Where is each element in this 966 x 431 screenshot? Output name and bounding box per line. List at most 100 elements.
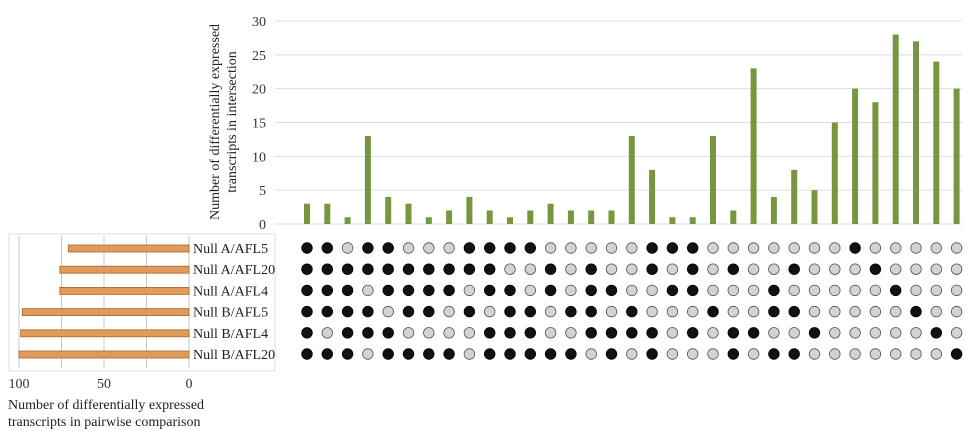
matrix-dot-inactive — [402, 327, 415, 339]
matrix-dot-inactive — [646, 305, 658, 318]
matrix-dot-active — [423, 348, 435, 360]
set-label: Null A/AFL5 — [193, 242, 268, 257]
matrix-dot-inactive — [646, 284, 658, 297]
matrix-dot-active — [646, 348, 658, 360]
matrix-dot-active — [362, 242, 374, 254]
matrix-dot-active — [463, 305, 476, 318]
matrix-dot-inactive — [747, 263, 760, 275]
matrix-dot-inactive — [605, 242, 618, 254]
intersection-bar — [527, 210, 534, 224]
intersection-bar — [791, 169, 798, 224]
matrix-dot-inactive — [362, 348, 374, 360]
intersection-bar — [466, 196, 473, 224]
matrix-dot-inactive — [849, 348, 861, 360]
matrix-dot-active — [321, 242, 334, 254]
matrix-dot-active — [423, 305, 435, 318]
matrix-dot-inactive — [687, 348, 699, 360]
matrix-dot-inactive — [788, 327, 800, 339]
matrix-dot-inactive — [950, 305, 963, 318]
matrix-dot-inactive — [463, 284, 476, 297]
matrix-dot-active — [585, 305, 597, 318]
set-size-bar — [67, 244, 190, 253]
matrix-dot-inactive — [666, 305, 679, 318]
matrix-dot-active — [321, 348, 334, 360]
matrix-dot-inactive — [747, 305, 760, 318]
matrix-dot-inactive — [321, 327, 334, 339]
matrix-dot-inactive — [626, 242, 638, 254]
intersection-bar — [364, 136, 371, 224]
matrix-dot-inactive — [747, 242, 760, 254]
matrix-dot-inactive — [829, 305, 841, 318]
matrix-dot-active — [463, 242, 476, 254]
intersection-bar — [710, 136, 716, 224]
matrix-dot-inactive — [402, 242, 415, 254]
y-axis-title-line: transcripts in intersection — [225, 51, 240, 193]
intersection-bar — [872, 102, 879, 224]
matrix-dot-inactive — [869, 242, 882, 254]
matrix-dot-inactive — [443, 305, 455, 318]
matrix-dot-inactive — [930, 348, 943, 360]
y-tick-label: 30 — [252, 15, 266, 30]
matrix-dot-active — [402, 305, 415, 318]
matrix-dot-inactive — [808, 284, 821, 297]
matrix-dot-active — [788, 305, 800, 318]
matrix-dot-inactive — [788, 242, 800, 254]
matrix-dot-active — [626, 305, 638, 318]
matrix-dot-inactive — [768, 242, 780, 254]
matrix-dot-active — [646, 242, 658, 254]
matrix-dot-inactive — [727, 305, 740, 318]
matrix-dot-active — [666, 284, 679, 297]
matrix-dot-active — [382, 348, 394, 360]
intersection-bar — [689, 217, 696, 224]
intersection-y-axis-title: Number of differentially expressed transc… — [208, 24, 240, 220]
intersection-bar — [344, 217, 351, 224]
intersection-bar — [405, 203, 412, 224]
intersection-bar — [649, 169, 656, 224]
matrix-dot-active — [301, 348, 313, 360]
matrix-dot-inactive — [544, 305, 557, 318]
matrix-dot-inactive — [890, 327, 902, 339]
matrix-dot-active — [484, 284, 496, 297]
set-size-x-axis-title: Number of differentially expressed transc… — [8, 398, 204, 430]
matrix-dot-active — [524, 348, 537, 360]
matrix-dot-active — [321, 305, 334, 318]
matrix-dot-inactive — [890, 305, 902, 318]
matrix-dot-active — [544, 284, 557, 297]
matrix-dot-active — [727, 348, 740, 360]
matrix-dot-active — [565, 305, 577, 318]
matrix-dot-inactive — [341, 242, 354, 254]
matrix-dot-active — [707, 305, 719, 318]
x-axis-title-line: Number of differentially expressed — [8, 398, 204, 413]
matrix-dot-inactive — [910, 263, 922, 275]
matrix-dot-inactive — [829, 284, 841, 297]
matrix-dot-active — [321, 284, 334, 297]
intersection-bar — [567, 210, 574, 224]
set-size-bar — [18, 350, 190, 359]
matrix-dot-active — [504, 348, 516, 360]
matrix-dot-inactive — [768, 327, 780, 339]
matrix-dot-active — [341, 305, 354, 318]
matrix-dot-active — [423, 284, 435, 297]
matrix-dot-active — [362, 327, 374, 339]
matrix-dot-active — [626, 327, 638, 339]
matrix-dot-inactive — [463, 348, 476, 360]
intersection-bar — [852, 88, 859, 225]
matrix-dot-active — [504, 305, 516, 318]
matrix-dot-active — [605, 348, 618, 360]
intersection-bar — [913, 41, 919, 224]
matrix-dot-active — [687, 263, 699, 275]
intersection-bar — [933, 61, 940, 224]
intersection-bar — [446, 210, 453, 224]
intersection-bar — [953, 88, 960, 225]
y-tick-label: 25 — [252, 49, 266, 64]
matrix-dot-active — [666, 242, 679, 254]
intersection-bar — [304, 203, 310, 224]
matrix-dot-active — [504, 242, 516, 254]
matrix-dot-inactive — [605, 263, 618, 275]
matrix-dot-active — [301, 284, 313, 297]
matrix-dot-inactive — [524, 263, 537, 275]
matrix-dot-inactive — [808, 305, 821, 318]
matrix-dot-inactive — [687, 305, 699, 318]
matrix-dot-inactive — [747, 348, 760, 360]
matrix-dot-inactive — [423, 327, 435, 339]
